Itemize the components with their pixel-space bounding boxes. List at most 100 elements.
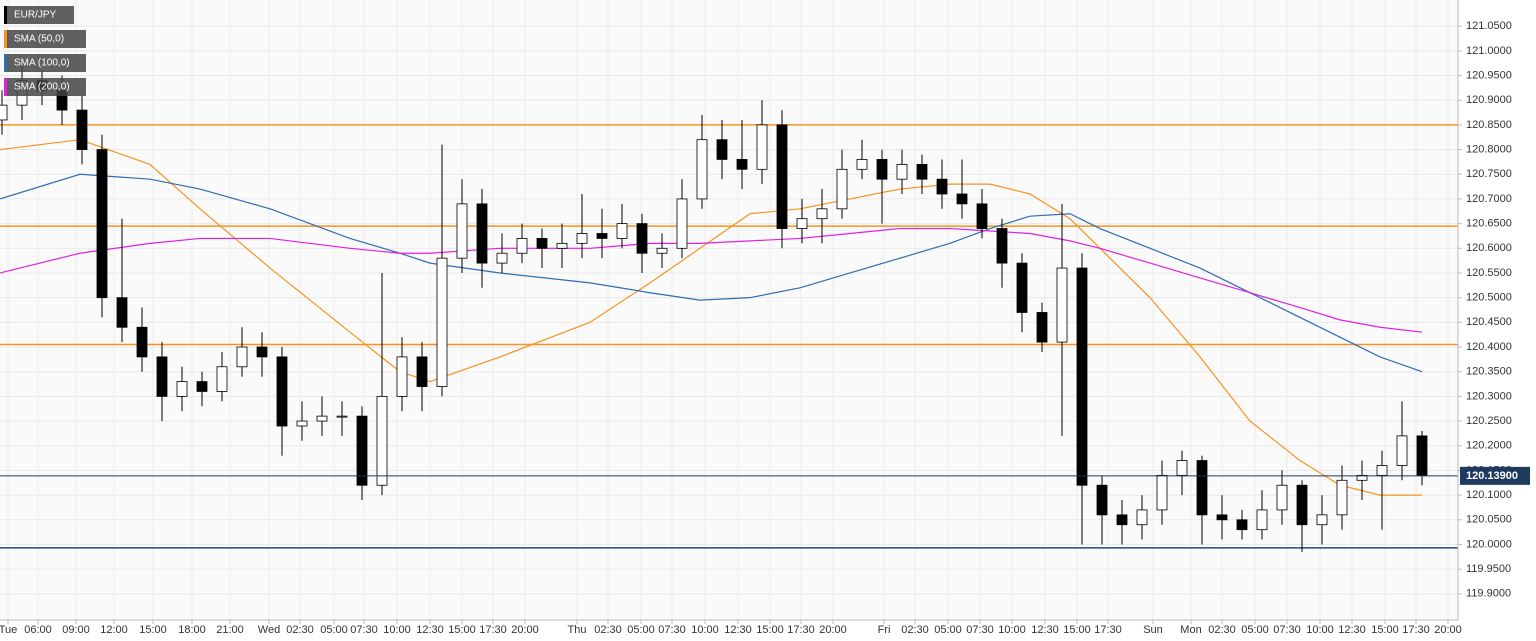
x-tick-label: 06:00 [24,624,52,636]
candle-body [1276,484,1288,511]
y-tick-label: 120.2500 [1466,415,1512,427]
candle-body [676,198,688,249]
x-tick-label: 17:30 [479,624,507,636]
candle-body [396,356,408,397]
candle-body [156,356,168,397]
y-tick-label: 120.9500 [1466,69,1512,81]
candle-body [336,415,348,418]
legend-swatch [4,78,7,96]
candle-body [1076,267,1088,486]
x-tick-label: 02:30 [901,624,929,636]
sma-line [0,173,1423,373]
candle-body [996,228,1008,264]
candle-body [0,104,8,121]
x-tick-label: 15:00 [756,624,784,636]
y-tick-label: 120.1000 [1466,489,1512,501]
candle-body [1216,514,1228,521]
x-tick-label: 02:30 [286,624,314,636]
candle-body [976,203,988,229]
candle-body [1236,519,1248,531]
y-tick-label: 120.0000 [1466,538,1512,550]
legend-swatch [4,6,7,24]
candle-body [216,366,228,392]
y-tick-label: 120.7000 [1466,193,1512,205]
candle-body [356,415,368,486]
candle-body [116,297,128,328]
x-tick-label: 10:00 [691,624,719,636]
candle-body [136,326,148,358]
x-tick-label: 07:30 [350,624,378,636]
candle-body [956,193,968,205]
candle-body [596,233,608,239]
candle-body [1096,484,1108,516]
candle-body [636,223,648,254]
y-tick-label: 121.0500 [1466,20,1512,32]
x-tick-label: 17:30 [1402,624,1430,636]
x-tick-label: 05:00 [627,624,655,636]
candle-body [476,203,488,264]
candle-body [756,124,768,170]
candle-body [376,395,388,486]
x-tick-label: Sun [1143,624,1163,636]
x-tick-label: 09:00 [62,624,90,636]
y-tick-label: 120.3500 [1466,366,1512,378]
candle-body [1136,509,1148,526]
x-tick-label: 12:30 [1031,624,1059,636]
x-tick-label: 17:30 [1094,624,1122,636]
candle-body [1196,460,1208,516]
candle-body [916,163,928,180]
candle-body [856,159,868,170]
x-tick-label: 10:00 [998,624,1026,636]
y-tick-label: 120.8500 [1466,119,1512,131]
x-tick-label: 12:30 [416,624,444,636]
x-tick-label: 20:00 [1434,624,1462,636]
candle-body [616,223,628,239]
legend-label: SMA (200,0) [14,82,70,93]
candle-body [316,415,328,422]
legend-box [4,6,74,24]
candle-body [696,139,708,200]
x-tick-label: Wed [258,624,280,636]
x-tick-label: 05:00 [934,624,962,636]
candle-body [416,356,428,387]
candle-body [556,242,568,249]
y-tick-label: 120.0500 [1466,514,1512,526]
candle-body [1416,435,1428,476]
plot-background [0,0,1458,620]
y-tick-label: 121.0000 [1466,45,1512,57]
candle-body [1336,479,1348,516]
candle-body [276,356,288,427]
candle-body [436,257,448,387]
x-tick-label: 02:30 [1208,624,1236,636]
x-tick-label: 05:00 [320,624,348,636]
x-tick-label: 15:00 [1371,624,1399,636]
candle-body [716,139,728,160]
y-tick-label: 120.6000 [1466,242,1512,254]
candle-body [236,346,248,368]
x-tick-label: Fri [878,624,891,636]
candle-body [1156,474,1168,511]
candle-body [1376,465,1388,476]
legend-swatch [4,54,7,72]
y-tick-label: 120.3000 [1466,390,1512,402]
x-tick-label: 02:30 [594,624,622,636]
candle-body [836,168,848,210]
candle-body [796,218,808,229]
y-tick-label: 120.5000 [1466,292,1512,304]
y-tick-label: 120.4000 [1466,341,1512,353]
candle-body [776,124,788,229]
y-tick-label: 120.6500 [1466,218,1512,230]
candle-body [1256,509,1268,531]
candle-body [76,109,88,150]
x-tick-label: 07:30 [966,624,994,636]
x-tick-label: 12:00 [100,624,128,636]
x-tick-label: 05:00 [1241,624,1269,636]
x-tick-label: 15:00 [448,624,476,636]
candle-body [736,159,748,170]
candle-body [1396,435,1408,466]
y-tick-label: 120.5500 [1466,267,1512,279]
candle-body [1036,312,1048,343]
candle-body [1296,484,1308,526]
candle-body [456,203,468,259]
